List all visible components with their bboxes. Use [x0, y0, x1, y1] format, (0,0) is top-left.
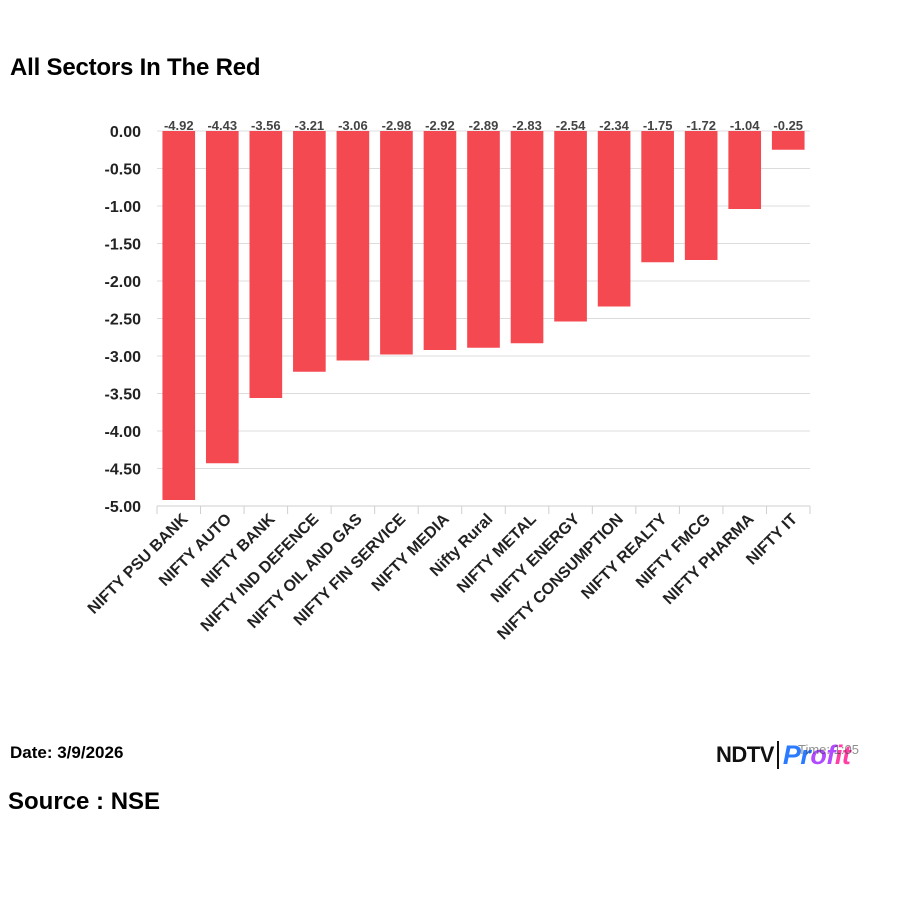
y-tick-label: -3.00	[105, 349, 142, 366]
value-label: -0.25	[773, 118, 803, 133]
bar	[162, 131, 196, 500]
value-label: -1.75	[643, 118, 673, 133]
bar	[554, 131, 587, 322]
bar	[597, 131, 631, 307]
date-label: Date: 3/9/2026	[10, 743, 124, 762]
bar	[684, 131, 718, 260]
bar	[380, 131, 413, 355]
bar	[728, 131, 762, 209]
chart-title: All Sectors In The Red	[10, 54, 261, 81]
value-label: -3.56	[251, 118, 281, 133]
ndtv-profit-logo: NDTV Profit Time: 1:05	[716, 738, 859, 772]
y-tick-label: -1.50	[105, 237, 142, 254]
bar	[249, 131, 283, 398]
value-label: -4.43	[207, 118, 237, 133]
logo-divider	[776, 741, 779, 769]
bar	[293, 131, 326, 372]
source-label: Source : NSE	[8, 788, 161, 815]
x-axis	[156, 505, 811, 514]
value-label: -2.83	[512, 118, 542, 133]
bar	[423, 131, 457, 350]
value-label: -2.98	[382, 118, 412, 133]
y-tick-label: -2.50	[105, 312, 142, 329]
y-tick-label: -5.00	[105, 499, 142, 516]
value-label: -1.72	[686, 118, 716, 133]
y-tick-label: -2.00	[105, 274, 142, 291]
value-label: -2.89	[469, 118, 499, 133]
y-tick-label: -4.50	[105, 462, 142, 479]
category-label: NIFTY METAL	[454, 511, 540, 597]
bar	[205, 131, 239, 464]
value-label: -1.04	[730, 118, 760, 133]
y-tick-label: 0.00	[110, 124, 141, 141]
logo-product: Profit	[782, 739, 851, 770]
logo-brand: NDTV	[716, 742, 774, 767]
category-label: NIFTY MEDIA	[369, 510, 453, 594]
y-tick-label: -4.00	[105, 424, 142, 441]
y-tick-label: -1.00	[105, 199, 142, 216]
bar-chart: 0.00 -0.50 -1.00 -1.50 -2.00 -2.50 -3.00 -3.50 -…	[85, 118, 811, 643]
bars	[162, 131, 805, 500]
bar	[336, 131, 370, 361]
value-label: -2.34	[599, 118, 629, 133]
y-tick-label: -3.50	[105, 387, 142, 404]
time-label: Time: 1:05	[798, 742, 859, 757]
bar	[771, 131, 805, 150]
bar	[510, 131, 544, 344]
bar	[641, 131, 674, 263]
y-tick-label: -0.50	[105, 162, 142, 179]
value-label: -3.06	[338, 118, 368, 133]
value-label: -2.54	[556, 118, 586, 133]
value-label: -3.21	[295, 118, 325, 133]
value-labels: -4.92 -4.43 -3.56 -3.21 -3.06 -2.98 -2.92 -2.89…	[164, 118, 803, 133]
y-axis-ticks: 0.00 -0.50 -1.00 -1.50 -2.00 -2.50 -3.00 -3.50 -…	[105, 124, 142, 516]
value-label: -2.92	[425, 118, 455, 133]
bar	[467, 131, 500, 348]
value-label: -4.92	[164, 118, 194, 133]
